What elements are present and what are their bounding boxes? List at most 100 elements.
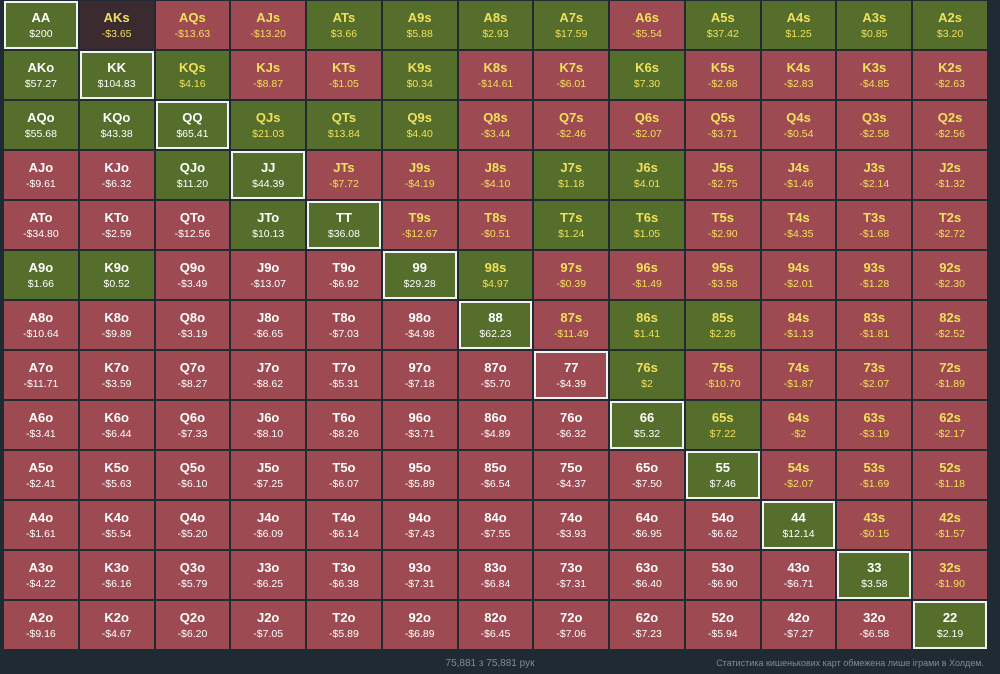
hand-cell-95s[interactable]: 95s -$3.58 (685, 251, 760, 299)
hand-cell-95o[interactable]: 95o -$5.89 (382, 451, 457, 499)
hand-cell-t2o[interactable]: T2o -$5.89 (307, 601, 381, 649)
hand-cell-k3o[interactable]: K3o -$6.16 (79, 551, 154, 599)
hand-cell-32o[interactable]: 32o -$6.58 (837, 601, 912, 649)
hand-cell-a2o[interactable]: A2o -$9.16 (4, 601, 78, 649)
hand-cell-a7s[interactable]: A7s $17.59 (534, 1, 609, 49)
hand-cell-a6o[interactable]: A6o -$3.41 (4, 401, 78, 449)
hand-cell-q3s[interactable]: Q3s -$2.58 (837, 101, 912, 149)
hand-cell-k7s[interactable]: K7s -$6.01 (534, 51, 609, 99)
hand-cell-j7s[interactable]: J7s $1.18 (534, 151, 609, 199)
hand-cell-k6s[interactable]: K6s $7.30 (610, 51, 684, 99)
hand-cell-96s[interactable]: 96s -$1.49 (610, 251, 684, 299)
hand-cell-k7o[interactable]: K7o -$3.59 (79, 351, 154, 399)
hand-cell-86s[interactable]: 86s $1.41 (610, 301, 684, 349)
hand-cell-97s[interactable]: 97s -$0.39 (534, 251, 609, 299)
hand-cell-42o[interactable]: 42o -$7.27 (761, 601, 836, 649)
hand-cell-74o[interactable]: 74o -$3.93 (534, 501, 609, 549)
hand-cell-54o[interactable]: 54o -$6.62 (685, 501, 760, 549)
hand-cell-85o[interactable]: 85o -$6.54 (458, 451, 533, 499)
hand-cell-k5s[interactable]: K5s -$2.68 (685, 51, 760, 99)
hand-cell-q3o[interactable]: Q3o -$5.79 (155, 551, 230, 599)
hand-cell-98o[interactable]: 98o -$4.98 (382, 301, 457, 349)
hand-cell-k4s[interactable]: K4s -$2.83 (761, 51, 836, 99)
hand-cell-k4o[interactable]: K4o -$5.54 (79, 501, 154, 549)
hand-cell-qts[interactable]: QTs $13.84 (307, 101, 381, 149)
hand-cell-ajo[interactable]: AJo -$9.61 (4, 151, 78, 199)
hand-cell-73s[interactable]: 73s -$2.07 (837, 351, 912, 399)
hand-cell-33[interactable]: 33 $3.58 (837, 551, 912, 599)
hand-cell-87o[interactable]: 87o -$5.70 (458, 351, 533, 399)
hand-cell-99[interactable]: 99 $29.28 (382, 251, 457, 299)
hand-cell-52s[interactable]: 52s -$1.18 (913, 451, 987, 499)
hand-cell-aqo[interactable]: AQo $55.68 (4, 101, 78, 149)
hand-cell-k2s[interactable]: K2s -$2.63 (913, 51, 987, 99)
hand-cell-ats[interactable]: ATs $3.66 (307, 1, 381, 49)
hand-cell-kqo[interactable]: KQo $43.38 (79, 101, 154, 149)
hand-cell-a4s[interactable]: A4s $1.25 (761, 1, 836, 49)
hand-cell-72s[interactable]: 72s -$1.89 (913, 351, 987, 399)
hand-cell-jto[interactable]: JTo $10.13 (231, 201, 306, 249)
hand-cell-a5s[interactable]: A5s $37.42 (685, 1, 760, 49)
hand-cell-j3s[interactable]: J3s -$2.14 (837, 151, 912, 199)
hand-cell-93o[interactable]: 93o -$7.31 (382, 551, 457, 599)
hand-cell-63s[interactable]: 63s -$3.19 (837, 401, 912, 449)
hand-cell-j3o[interactable]: J3o -$6.25 (231, 551, 306, 599)
hand-cell-43o[interactable]: 43o -$6.71 (761, 551, 836, 599)
hand-cell-jts[interactable]: JTs -$7.72 (307, 151, 381, 199)
hand-cell-j2s[interactable]: J2s -$1.32 (913, 151, 987, 199)
hand-cell-q7o[interactable]: Q7o -$8.27 (155, 351, 230, 399)
hand-cell-kjo[interactable]: KJo -$6.32 (79, 151, 154, 199)
hand-cell-64o[interactable]: 64o -$6.95 (610, 501, 684, 549)
hand-cell-q7s[interactable]: Q7s -$2.46 (534, 101, 609, 149)
hand-cell-t4o[interactable]: T4o -$6.14 (307, 501, 381, 549)
hand-cell-82o[interactable]: 82o -$6.45 (458, 601, 533, 649)
hand-cell-22[interactable]: 22 $2.19 (913, 601, 987, 649)
hand-cell-j8s[interactable]: J8s -$4.10 (458, 151, 533, 199)
hand-cell-86o[interactable]: 86o -$4.89 (458, 401, 533, 449)
hand-cell-a2s[interactable]: A2s $3.20 (913, 1, 987, 49)
hand-cell-84s[interactable]: 84s -$1.13 (761, 301, 836, 349)
hand-cell-k5o[interactable]: K5o -$5.63 (79, 451, 154, 499)
hand-cell-73o[interactable]: 73o -$7.31 (534, 551, 609, 599)
hand-cell-j7o[interactable]: J7o -$8.62 (231, 351, 306, 399)
hand-cell-53o[interactable]: 53o -$6.90 (685, 551, 760, 599)
hand-cell-66[interactable]: 66 $5.32 (610, 401, 684, 449)
hand-cell-72o[interactable]: 72o -$7.06 (534, 601, 609, 649)
hand-cell-83s[interactable]: 83s -$1.81 (837, 301, 912, 349)
hand-cell-52o[interactable]: 52o -$5.94 (685, 601, 760, 649)
hand-cell-63o[interactable]: 63o -$6.40 (610, 551, 684, 599)
hand-cell-44[interactable]: 44 $12.14 (761, 501, 836, 549)
hand-cell-t3s[interactable]: T3s -$1.68 (837, 201, 912, 249)
hand-cell-a6s[interactable]: A6s -$5.54 (610, 1, 684, 49)
hand-cell-55[interactable]: 55 $7.46 (685, 451, 760, 499)
hand-cell-t8o[interactable]: T8o -$7.03 (307, 301, 381, 349)
hand-cell-q4s[interactable]: Q4s -$0.54 (761, 101, 836, 149)
hand-cell-j5o[interactable]: J5o -$7.25 (231, 451, 306, 499)
hand-cell-tt[interactable]: TT $36.08 (307, 201, 381, 249)
hand-cell-k2o[interactable]: K2o -$4.67 (79, 601, 154, 649)
hand-cell-q4o[interactable]: Q4o -$5.20 (155, 501, 230, 549)
hand-cell-a8o[interactable]: A8o -$10.64 (4, 301, 78, 349)
hand-cell-j6s[interactable]: J6s $4.01 (610, 151, 684, 199)
hand-cell-87s[interactable]: 87s -$11.49 (534, 301, 609, 349)
hand-cell-a3o[interactable]: A3o -$4.22 (4, 551, 78, 599)
hand-cell-j4s[interactable]: J4s -$1.46 (761, 151, 836, 199)
hand-cell-t9s[interactable]: T9s -$12.67 (382, 201, 457, 249)
hand-cell-q5o[interactable]: Q5o -$6.10 (155, 451, 230, 499)
hand-cell-t6o[interactable]: T6o -$8.26 (307, 401, 381, 449)
hand-cell-62o[interactable]: 62o -$7.23 (610, 601, 684, 649)
hand-cell-k8o[interactable]: K8o -$9.89 (79, 301, 154, 349)
hand-cell-98s[interactable]: 98s $4.97 (458, 251, 533, 299)
hand-cell-a3s[interactable]: A3s $0.85 (837, 1, 912, 49)
hand-cell-a8s[interactable]: A8s $2.93 (458, 1, 533, 49)
hand-cell-83o[interactable]: 83o -$6.84 (458, 551, 533, 599)
hand-cell-kts[interactable]: KTs -$1.05 (307, 51, 381, 99)
hand-cell-43s[interactable]: 43s -$0.15 (837, 501, 912, 549)
hand-cell-q8s[interactable]: Q8s -$3.44 (458, 101, 533, 149)
hand-cell-a9s[interactable]: A9s $5.88 (382, 1, 457, 49)
hand-cell-76o[interactable]: 76o -$6.32 (534, 401, 609, 449)
hand-cell-q9s[interactable]: Q9s $4.40 (382, 101, 457, 149)
hand-cell-q9o[interactable]: Q9o -$3.49 (155, 251, 230, 299)
hand-cell-j5s[interactable]: J5s -$2.75 (685, 151, 760, 199)
hand-cell-k6o[interactable]: K6o -$6.44 (79, 401, 154, 449)
